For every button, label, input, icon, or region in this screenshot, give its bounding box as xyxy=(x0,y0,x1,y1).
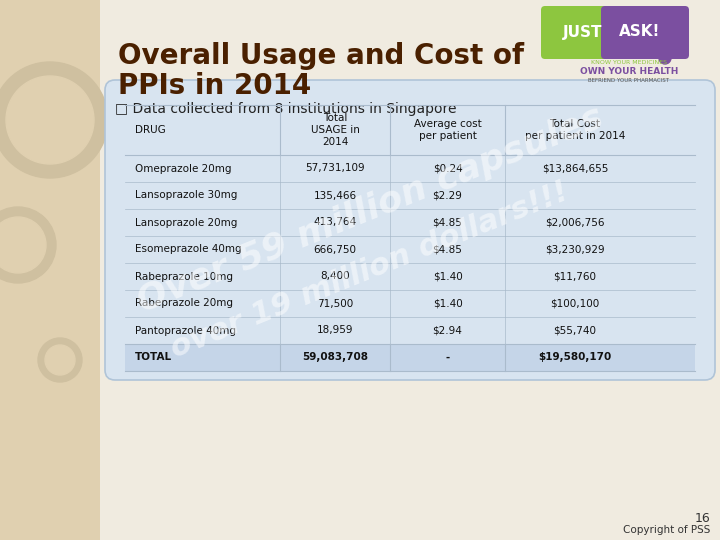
Text: $3,230,929: $3,230,929 xyxy=(545,245,605,254)
Circle shape xyxy=(45,345,75,375)
Text: $4.85: $4.85 xyxy=(433,218,462,227)
Circle shape xyxy=(659,52,671,64)
Text: $2,006,756: $2,006,756 xyxy=(545,218,605,227)
Text: Omeprazole 20mg: Omeprazole 20mg xyxy=(135,164,232,173)
Circle shape xyxy=(6,76,94,164)
Text: ASK!: ASK! xyxy=(619,24,661,39)
Text: Copyright of PSS: Copyright of PSS xyxy=(623,525,710,535)
Text: 16: 16 xyxy=(694,511,710,524)
Circle shape xyxy=(0,62,108,178)
Text: 135,466: 135,466 xyxy=(313,191,356,200)
Text: -: - xyxy=(446,353,449,362)
Text: $55,740: $55,740 xyxy=(554,326,596,335)
Text: Total
USAGE in
2014: Total USAGE in 2014 xyxy=(310,113,359,147)
Text: 59,083,708: 59,083,708 xyxy=(302,353,368,362)
Text: $1.40: $1.40 xyxy=(433,299,462,308)
Text: Over 59 million capsules: Over 59 million capsules xyxy=(132,100,608,319)
FancyBboxPatch shape xyxy=(541,6,649,59)
Text: Average cost
per patient: Average cost per patient xyxy=(413,119,482,141)
Text: 71,500: 71,500 xyxy=(317,299,353,308)
Text: $2.29: $2.29 xyxy=(433,191,462,200)
Text: $4.85: $4.85 xyxy=(433,245,462,254)
Text: 57,731,109: 57,731,109 xyxy=(305,164,365,173)
Text: Overall Usage and Cost of: Overall Usage and Cost of xyxy=(118,42,524,70)
Text: Rabeprazole 20mg: Rabeprazole 20mg xyxy=(135,299,233,308)
Text: over 19 million dollars!!!: over 19 million dollars!!! xyxy=(167,177,573,363)
Text: Rabeprazole 10mg: Rabeprazole 10mg xyxy=(135,272,233,281)
Text: $100,100: $100,100 xyxy=(550,299,600,308)
Text: □ Data collected from 8 institutions in Singapore: □ Data collected from 8 institutions in … xyxy=(115,102,456,116)
Text: Total Cost
per patient in 2014: Total Cost per patient in 2014 xyxy=(525,119,625,141)
Text: BEFRIEND YOUR PHARMACIST: BEFRIEND YOUR PHARMACIST xyxy=(588,78,670,83)
Circle shape xyxy=(38,338,82,382)
Text: $13,864,655: $13,864,655 xyxy=(542,164,608,173)
Bar xyxy=(0,0,100,540)
Circle shape xyxy=(0,207,56,283)
Text: $1.40: $1.40 xyxy=(433,272,462,281)
FancyBboxPatch shape xyxy=(601,6,689,59)
Text: TOTAL: TOTAL xyxy=(135,353,172,362)
Text: Esomeprazole 40mg: Esomeprazole 40mg xyxy=(135,245,242,254)
Text: PPIs in 2014: PPIs in 2014 xyxy=(118,72,311,100)
Bar xyxy=(125,344,695,371)
Text: 8,400: 8,400 xyxy=(320,272,350,281)
Text: $11,760: $11,760 xyxy=(554,272,596,281)
Circle shape xyxy=(0,217,46,273)
Text: KNOW YOUR MEDICINES: KNOW YOUR MEDICINES xyxy=(591,60,667,65)
Text: Pantoprazole 40mg: Pantoprazole 40mg xyxy=(135,326,236,335)
Text: DRUG: DRUG xyxy=(135,125,166,135)
Text: OWN YOUR HEALTH: OWN YOUR HEALTH xyxy=(580,66,678,76)
Text: 413,764: 413,764 xyxy=(313,218,356,227)
Text: $2.94: $2.94 xyxy=(433,326,462,335)
Text: Lansoprazole 30mg: Lansoprazole 30mg xyxy=(135,191,238,200)
Text: 18,959: 18,959 xyxy=(317,326,354,335)
Text: 666,750: 666,750 xyxy=(313,245,356,254)
FancyBboxPatch shape xyxy=(105,80,715,380)
Text: $19,580,170: $19,580,170 xyxy=(539,353,611,362)
Text: Lansoprazole 20mg: Lansoprazole 20mg xyxy=(135,218,238,227)
Text: JUST: JUST xyxy=(563,24,603,39)
Text: $0.24: $0.24 xyxy=(433,164,462,173)
